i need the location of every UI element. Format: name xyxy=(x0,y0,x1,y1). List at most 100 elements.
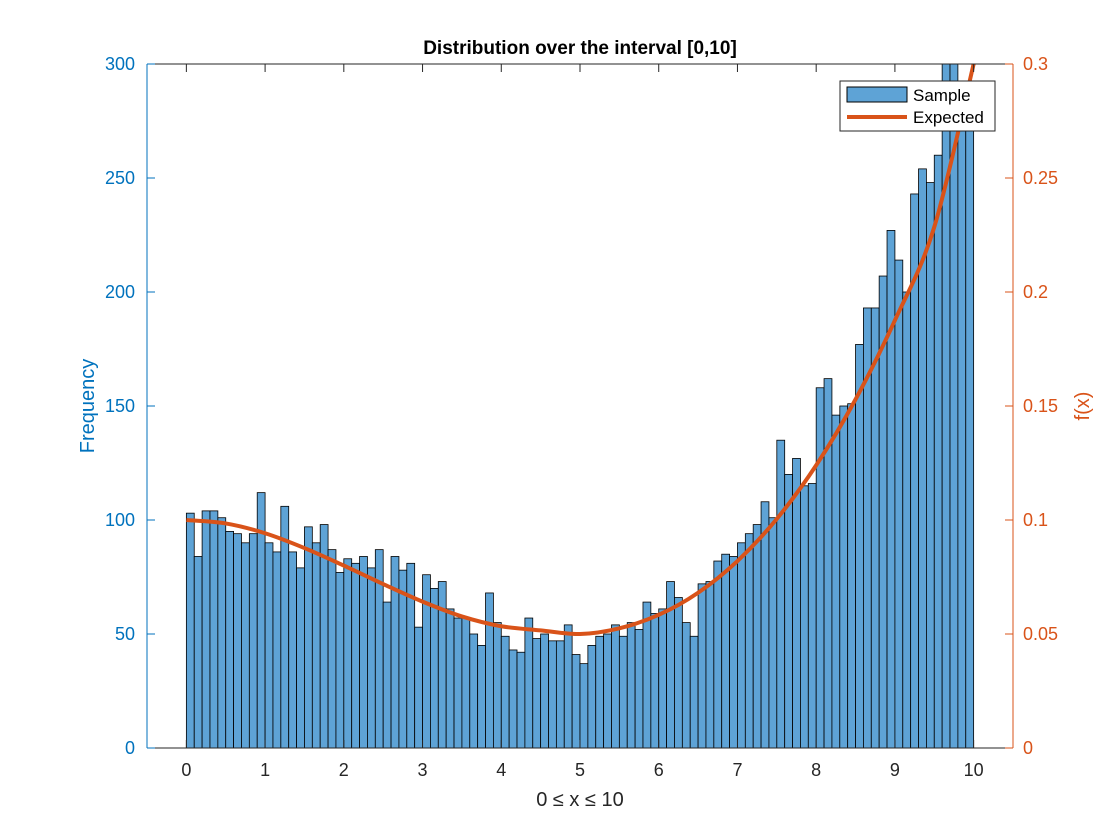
histogram-bar xyxy=(571,654,581,749)
legend-swatch-sample xyxy=(846,86,908,103)
histogram-bar xyxy=(674,597,683,749)
y-right-tick-label: 0.15 xyxy=(1023,396,1058,416)
histogram-bar xyxy=(729,556,738,749)
histogram-bar xyxy=(343,558,353,749)
histogram-bar xyxy=(225,531,235,749)
histogram-bar xyxy=(894,259,904,749)
histogram-bar xyxy=(304,526,313,749)
histogram-bar xyxy=(634,629,644,749)
histogram-bar xyxy=(563,624,573,749)
x-tick-label: 1 xyxy=(260,760,270,780)
histogram-bar xyxy=(579,663,589,749)
histogram-bar xyxy=(847,403,856,749)
histogram-bar xyxy=(516,651,526,749)
histogram-bar xyxy=(839,405,849,749)
histogram-bar xyxy=(209,510,219,749)
y-tick-label: 150 xyxy=(105,396,135,416)
histogram-bar xyxy=(611,624,620,749)
histogram-bar xyxy=(689,635,699,749)
expected-curve xyxy=(186,63,976,637)
histogram-bar xyxy=(185,512,195,749)
histogram-bar xyxy=(406,562,416,749)
histogram-bar xyxy=(965,97,975,749)
histogram-bar xyxy=(327,549,337,749)
histogram-bar xyxy=(800,485,809,749)
y-tick-label: 200 xyxy=(105,282,135,302)
y-axis-label: Frequency xyxy=(77,359,99,454)
histogram-bar xyxy=(776,439,786,749)
y-right-tick-label: 0.05 xyxy=(1023,624,1058,644)
histogram-bar xyxy=(721,553,730,749)
chart-title: Distribution over the interval [0,10] xyxy=(423,38,737,59)
histogram-bar xyxy=(485,592,494,749)
y-right-tick-label: 0.25 xyxy=(1023,168,1058,188)
histogram-bar xyxy=(233,533,242,749)
legend-label-expected: Expected xyxy=(913,108,984,127)
histogram-bar xyxy=(201,510,211,749)
axes xyxy=(146,63,1014,749)
histogram-bar xyxy=(524,617,534,749)
histogram-bar xyxy=(815,387,825,749)
x-tick-label: 6 xyxy=(654,760,664,780)
histogram-bar xyxy=(193,556,203,749)
histogram-bar xyxy=(603,633,612,749)
histogram-bar xyxy=(555,640,565,749)
histogram-bar xyxy=(768,517,778,749)
histogram-bar xyxy=(469,633,479,749)
histogram-bar xyxy=(792,458,801,749)
histogram-bar xyxy=(626,622,636,749)
x-tick-label: 8 xyxy=(811,760,821,780)
histogram-bar xyxy=(642,601,652,749)
histogram-bar xyxy=(335,572,345,749)
histogram-bar xyxy=(241,542,250,749)
histogram-bar xyxy=(650,613,660,749)
histogram-bar xyxy=(414,626,423,749)
histogram-bar xyxy=(390,556,400,749)
histogram-bar xyxy=(681,622,691,749)
histogram-bar xyxy=(272,551,282,749)
tick-labels: 0 1 2 3 4 5 6 7 8 9 1005010015020025030000.050.10.… xyxy=(105,54,1058,780)
y-tick-label: 50 xyxy=(115,624,135,644)
y-tick-label: 250 xyxy=(105,168,135,188)
histogram-bar xyxy=(453,617,463,749)
histogram-bar xyxy=(382,601,392,749)
y-right-tick-label: 0.2 xyxy=(1023,282,1048,302)
histogram-bar xyxy=(823,378,833,749)
histogram-bar xyxy=(311,542,321,749)
histogram-bar xyxy=(870,307,880,749)
histogram-bar xyxy=(902,291,912,749)
histogram-bar xyxy=(508,649,518,749)
histogram-bar xyxy=(807,483,817,749)
histogram-bar xyxy=(658,608,668,749)
histogram-bar xyxy=(264,542,274,749)
histogram-bar xyxy=(926,182,935,749)
histogram-bar xyxy=(540,633,549,749)
histogram-bar xyxy=(398,569,408,749)
x-tick-label: 7 xyxy=(732,760,742,780)
histogram-bar xyxy=(886,230,896,749)
histogram-bar xyxy=(831,414,841,749)
histogram-bar xyxy=(737,542,746,749)
legend-label-sample: Sample xyxy=(913,86,971,105)
histogram-bar xyxy=(697,583,707,749)
histogram-bar xyxy=(500,635,510,749)
histogram-bars xyxy=(185,63,975,749)
histogram-bar xyxy=(359,556,368,749)
histogram-bar xyxy=(532,638,542,749)
y-right-tick-label: 0.3 xyxy=(1023,54,1048,74)
histogram-bar xyxy=(296,567,305,749)
histogram-bar xyxy=(595,635,605,749)
histogram-bar xyxy=(461,617,471,749)
histogram-bar xyxy=(705,581,715,749)
histogram-bar xyxy=(855,344,864,749)
y-tick-label: 300 xyxy=(105,54,135,74)
histogram-bar xyxy=(477,645,486,749)
histogram-bar xyxy=(933,154,943,749)
x-axis-label: 0 ≤ x ≤ 10 xyxy=(536,789,624,811)
x-tick-label: 10 xyxy=(964,760,984,780)
histogram-bar xyxy=(587,645,597,749)
x-tick-label: 2 xyxy=(339,760,349,780)
x-tick-label: 4 xyxy=(496,760,506,780)
y-tick-label: 0 xyxy=(125,738,135,758)
